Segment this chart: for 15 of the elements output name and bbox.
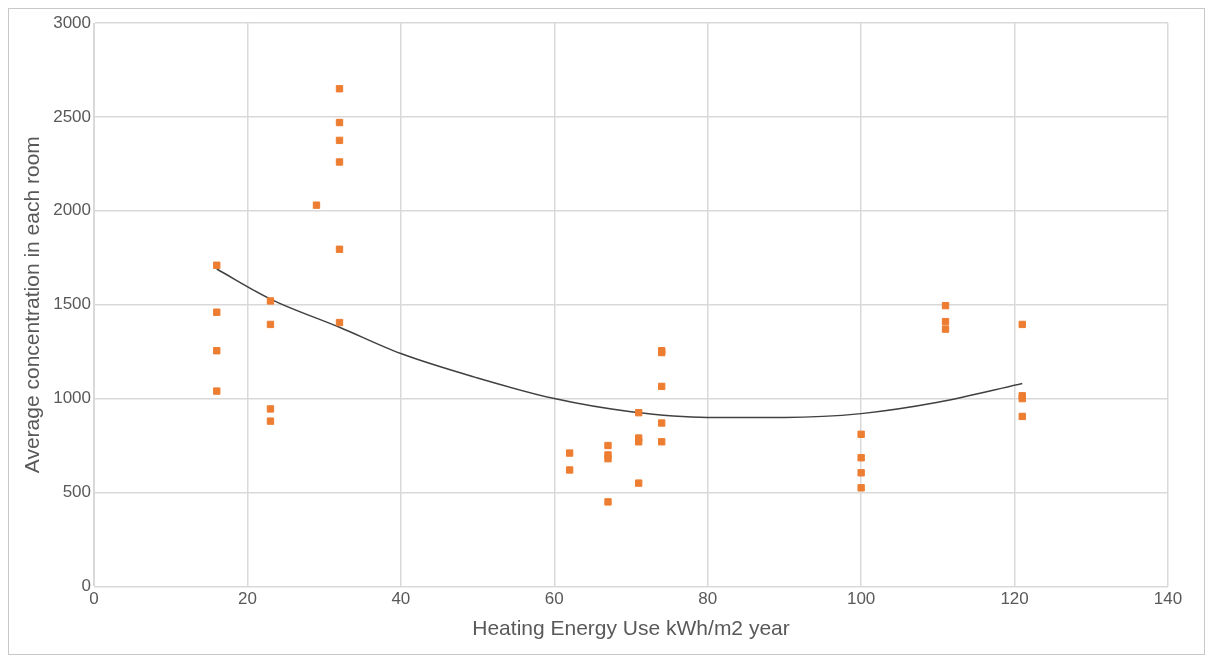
y-tick-label: 1500	[53, 294, 92, 314]
x-tick-label: 40	[391, 589, 411, 609]
y-tick-label: 2500	[53, 106, 92, 126]
x-tick-label: 20	[237, 589, 257, 609]
y-axis-title: Average concentration in each room	[20, 136, 44, 474]
y-tick-label: 1000	[53, 388, 92, 408]
x-tick-label: 140	[1153, 589, 1183, 609]
x-tick-label: 80	[698, 589, 718, 609]
y-tick-label: 500	[62, 482, 92, 502]
x-tick-label: 100	[846, 589, 876, 609]
y-tick-label: 2000	[53, 200, 92, 220]
x-tick-label: 120	[1000, 589, 1029, 609]
x-axis-title: Heating Energy Use kWh/m2 year	[472, 616, 790, 640]
y-tick-label: 3000	[53, 12, 92, 32]
x-tick-label: 60	[544, 589, 564, 609]
